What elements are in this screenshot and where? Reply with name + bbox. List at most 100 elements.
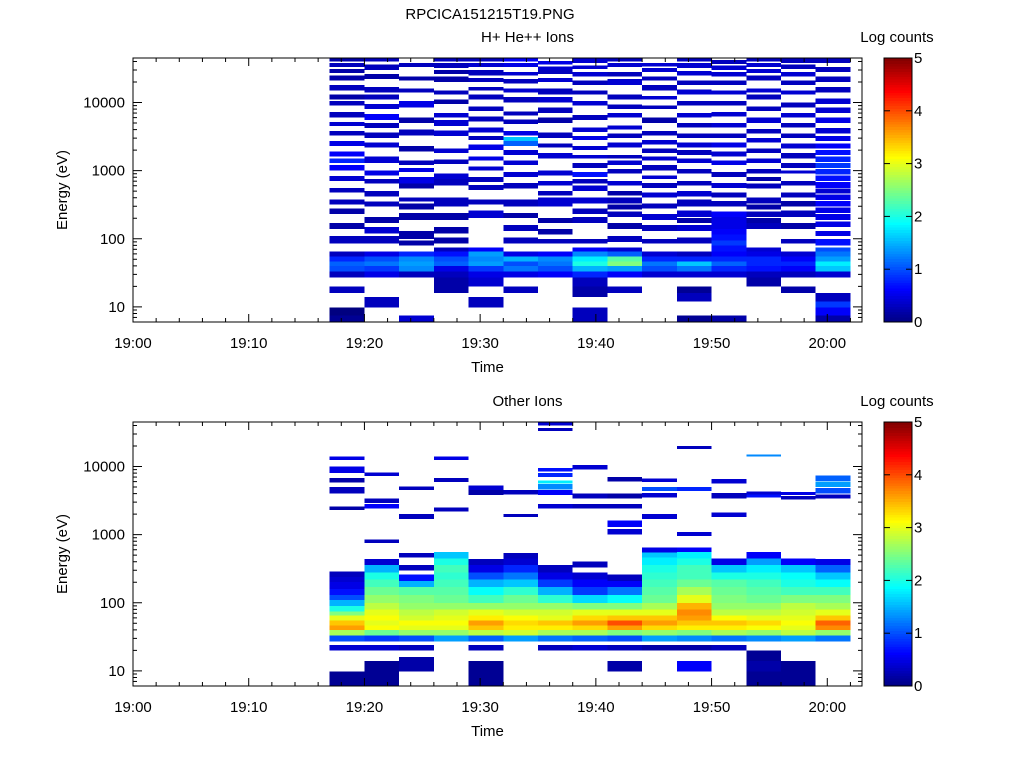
colorbar-band [884,664,912,669]
colorbar-band [884,498,912,502]
heatmap-cell [399,230,434,239]
heatmap-cell [433,277,469,287]
heatmap-cell [781,80,816,86]
heatmap-cell [433,90,469,95]
heatmap-cell [572,256,608,262]
heatmap-cell [607,504,643,509]
heatmap-cell [607,223,643,229]
heatmap-cell [642,620,677,626]
heatmap-cell [572,127,608,132]
heatmap-cell [711,251,747,257]
heatmap-cell [781,170,816,174]
heatmap-cell [746,128,781,134]
heatmap-cell [676,261,712,266]
heatmap-cell [781,587,816,595]
heatmap-cell [329,605,365,612]
heatmap-cell [433,558,469,565]
heatmap-cell [329,271,365,278]
heatmap-cell [433,477,469,483]
heatmap-cell [399,145,434,152]
heatmap-cell [746,551,781,559]
colorbar-band [884,590,912,595]
heatmap-cell [642,175,677,180]
heatmap-cell [364,179,400,184]
heatmap-cell [746,454,781,457]
heatmap-cell [468,166,504,171]
x-tick-label: 19:30 [461,699,499,716]
heatmap-cell [364,64,400,70]
heatmap-cell [711,579,747,588]
heatmap-cell [607,580,643,588]
heatmap-cell [815,307,851,316]
heatmap-cell [815,188,851,194]
heatmap-cell [815,301,851,308]
x-tick-label: 19:00 [114,699,152,716]
colorbar-band [884,205,912,210]
heatmap-cell [676,150,712,155]
heatmap-cell [676,191,712,197]
heatmap-cell [711,644,747,651]
colorbar-band [884,63,912,67]
heatmap-cell [399,101,434,108]
heatmap-cell [433,286,469,293]
heatmap-cell [711,265,747,272]
heatmap-cell [676,265,712,272]
heatmap-cell [642,251,677,257]
heatmap-cell [607,477,643,482]
colorbar-band [884,656,912,661]
heatmap-cell [607,629,643,636]
colorbar-band [884,672,912,677]
colorbar-band [884,142,912,146]
heatmap-cell [329,187,365,193]
heatmap-cell [607,72,643,77]
heatmap-cell [815,587,851,595]
colorbar-band [884,609,912,613]
x-tick-label: 19:00 [114,335,152,352]
heatmap-cell [399,602,434,610]
colorbar-band [884,285,912,289]
colorbar-band [884,575,912,579]
heatmap-cell [746,117,781,124]
heatmap-cell [399,587,434,595]
y-tick-label: 10 [108,663,125,680]
heatmap-cell [607,79,643,86]
heatmap-cell [538,422,573,426]
heatmap-cell [433,261,469,266]
colorbar-band [884,308,912,313]
heatmap-cell [399,117,434,124]
colorbar-band [884,461,912,465]
heatmap-cell [468,572,504,580]
heatmap-cell [781,265,816,272]
heatmap-cell [364,579,400,588]
heatmap-cell [815,315,851,322]
heatmap-cell [746,223,781,229]
colorbar-band [884,224,912,228]
heatmap-cell [468,156,504,161]
heatmap-cell [607,625,643,630]
heatmap-cell [711,216,747,224]
y-tick-label: 1000 [92,527,125,544]
heatmap-cell [781,90,816,95]
colorbar-band [884,678,912,682]
heatmap-cell [538,620,573,626]
heatmap-cell [642,261,677,266]
colorbar-band [884,543,912,547]
heatmap-cell [468,594,504,603]
colorbar-tick-label: 0 [914,678,922,695]
heatmap-cell [676,609,712,616]
heatmap-cell [711,142,747,148]
plot-frame [132,421,863,687]
colorbar-band [884,569,912,574]
heatmap-cell [468,261,504,266]
colorbar-band [884,522,912,526]
heatmap-cell [329,477,365,483]
heatmap-cell [399,552,434,558]
heatmap-cell [815,494,851,499]
heatmap-cell [746,94,781,100]
heatmap-cell [329,85,365,91]
heatmap-cell [642,238,677,244]
colorbar-band [884,559,912,563]
colorbar-band [884,604,912,608]
heatmap-cell [676,315,712,322]
colorbar-band [884,488,912,492]
